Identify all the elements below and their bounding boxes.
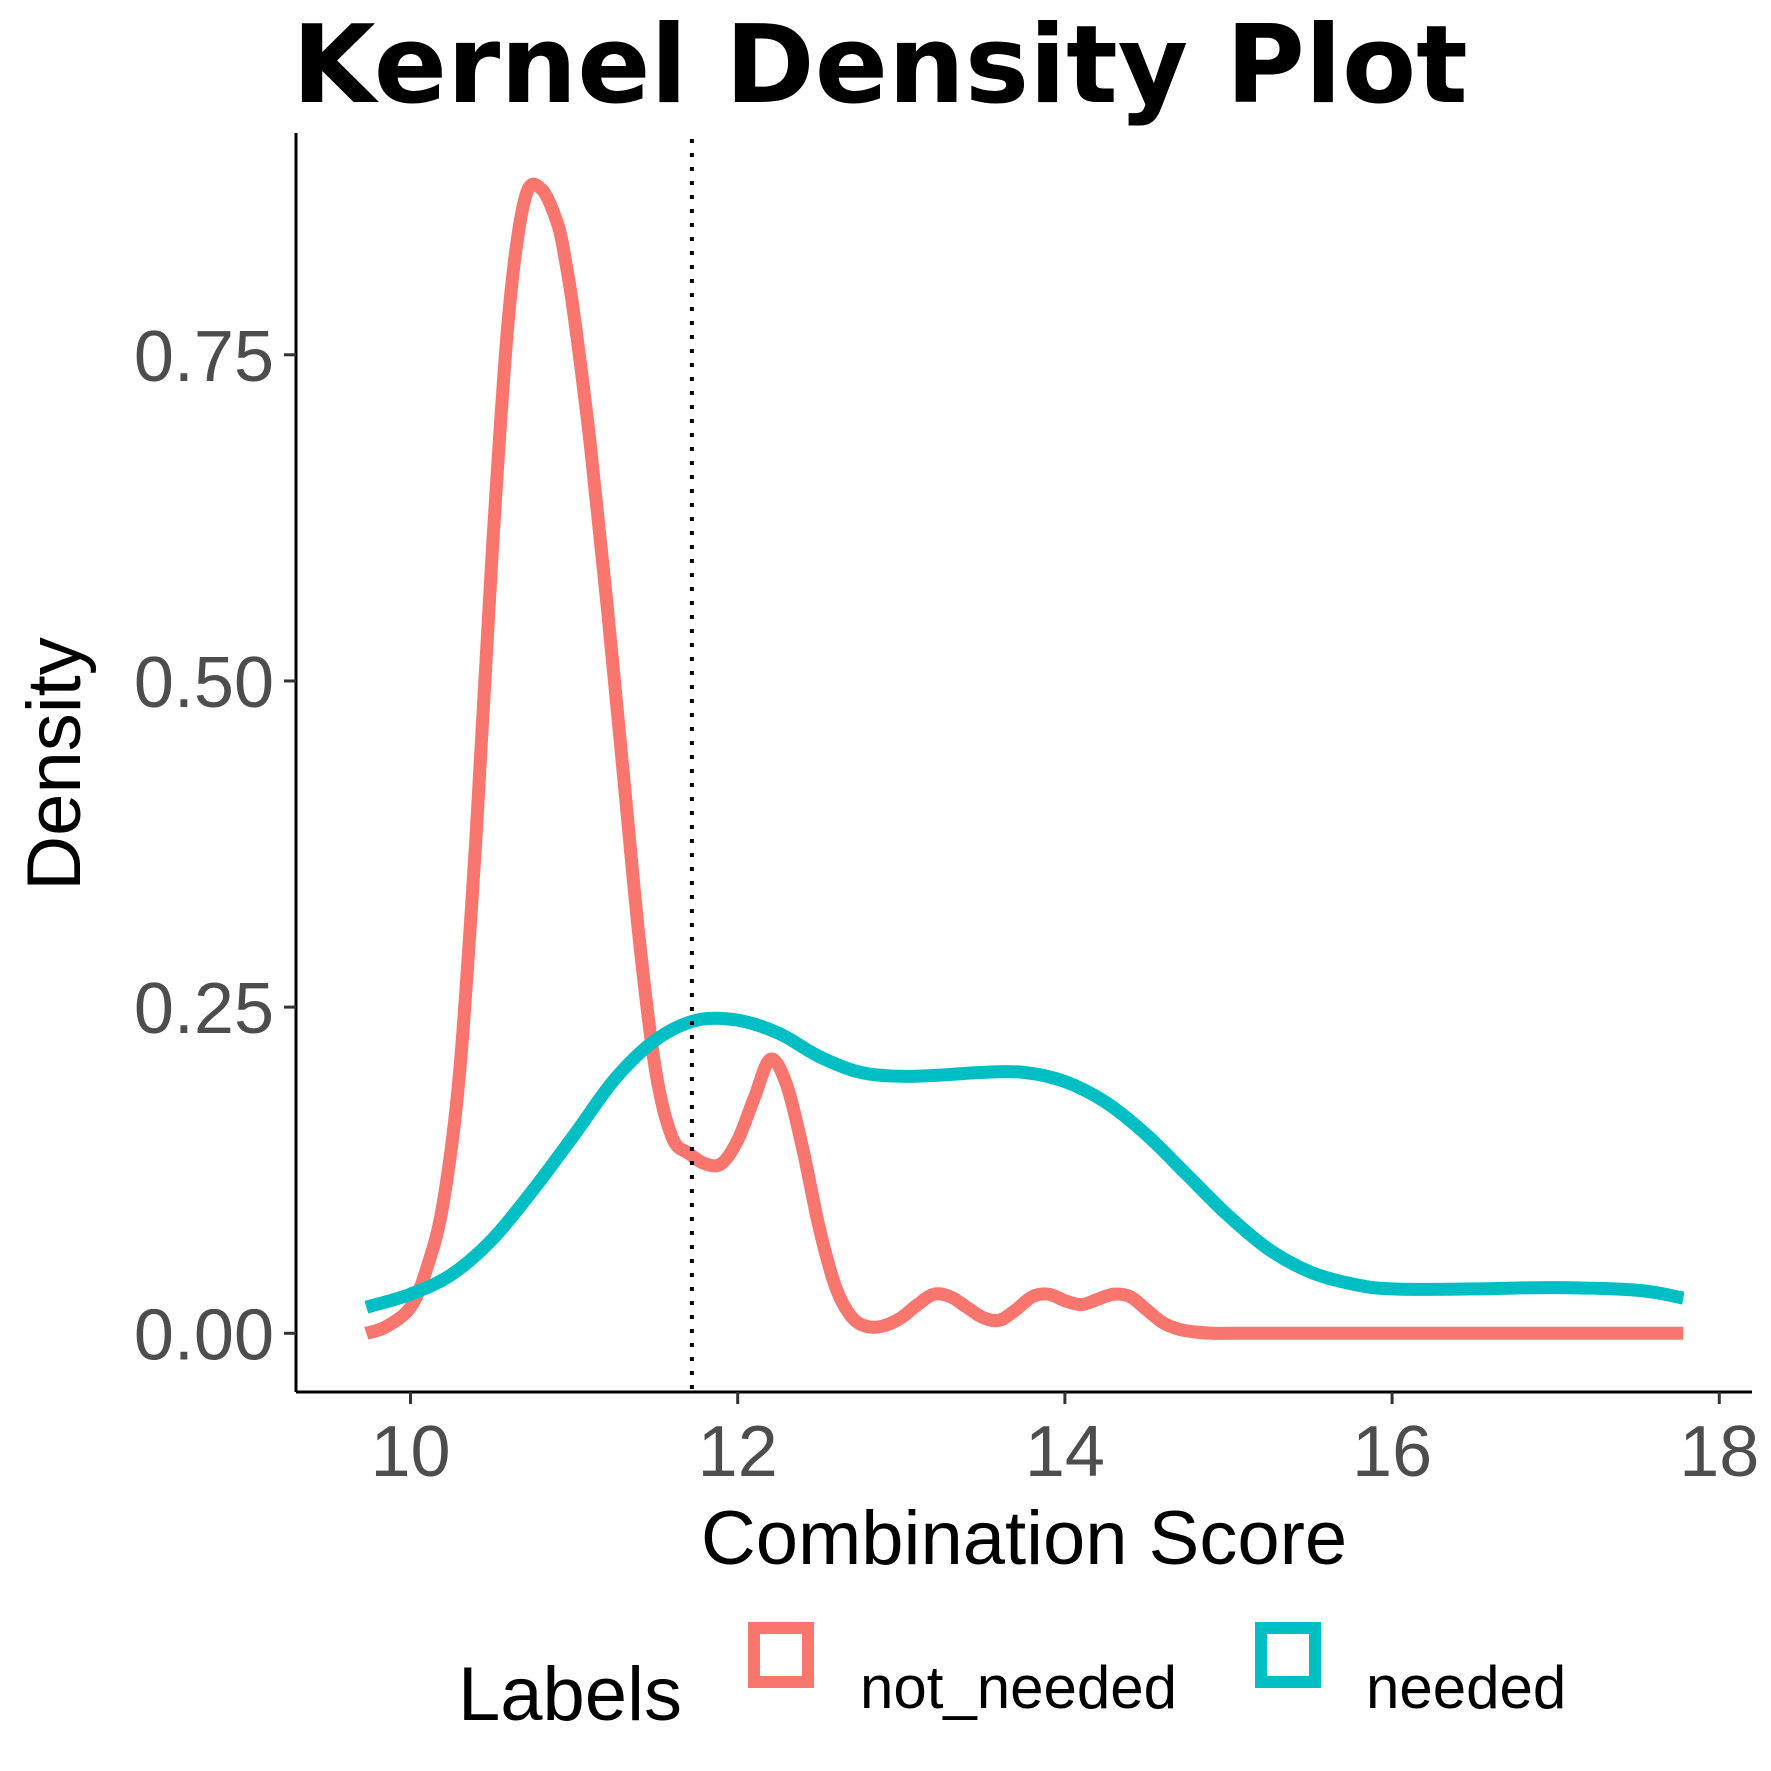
y-axis-title: Density: [12, 637, 97, 890]
legend-title: Labels: [458, 1652, 682, 1737]
legend-label-not-needed: not_needed: [860, 1654, 1177, 1721]
series-line-needed: [364, 1011, 1685, 1314]
x-tick-label: 10: [370, 1412, 450, 1492]
x-axis-ticks: 10 12 14 16 18: [370, 1392, 1759, 1492]
legend-label-needed: needed: [1366, 1654, 1566, 1721]
x-tick-label: 12: [698, 1412, 778, 1492]
y-tick-label: 0.00: [134, 1295, 274, 1375]
chart-title: Kernel Density Plot: [292, 3, 1468, 128]
legend-key-not-needed: [748, 1622, 814, 1688]
y-tick-label: 0.25: [134, 969, 274, 1049]
x-axis-title: Combination Score: [701, 1496, 1347, 1581]
x-tick-label: 14: [1025, 1412, 1105, 1492]
series-line-not-needed: [364, 177, 1684, 1340]
x-tick-label: 18: [1679, 1412, 1759, 1492]
plot-area: [364, 139, 1685, 1392]
x-tick-label: 16: [1352, 1412, 1432, 1492]
y-tick-label: 0.75: [134, 317, 274, 397]
y-axis-ticks: 0.00 0.25 0.50 0.75: [134, 317, 296, 1375]
y-tick-label: 0.50: [134, 643, 274, 723]
legend-key-needed: [1255, 1622, 1321, 1688]
legend: Labels not_needed needed: [458, 1622, 1566, 1737]
